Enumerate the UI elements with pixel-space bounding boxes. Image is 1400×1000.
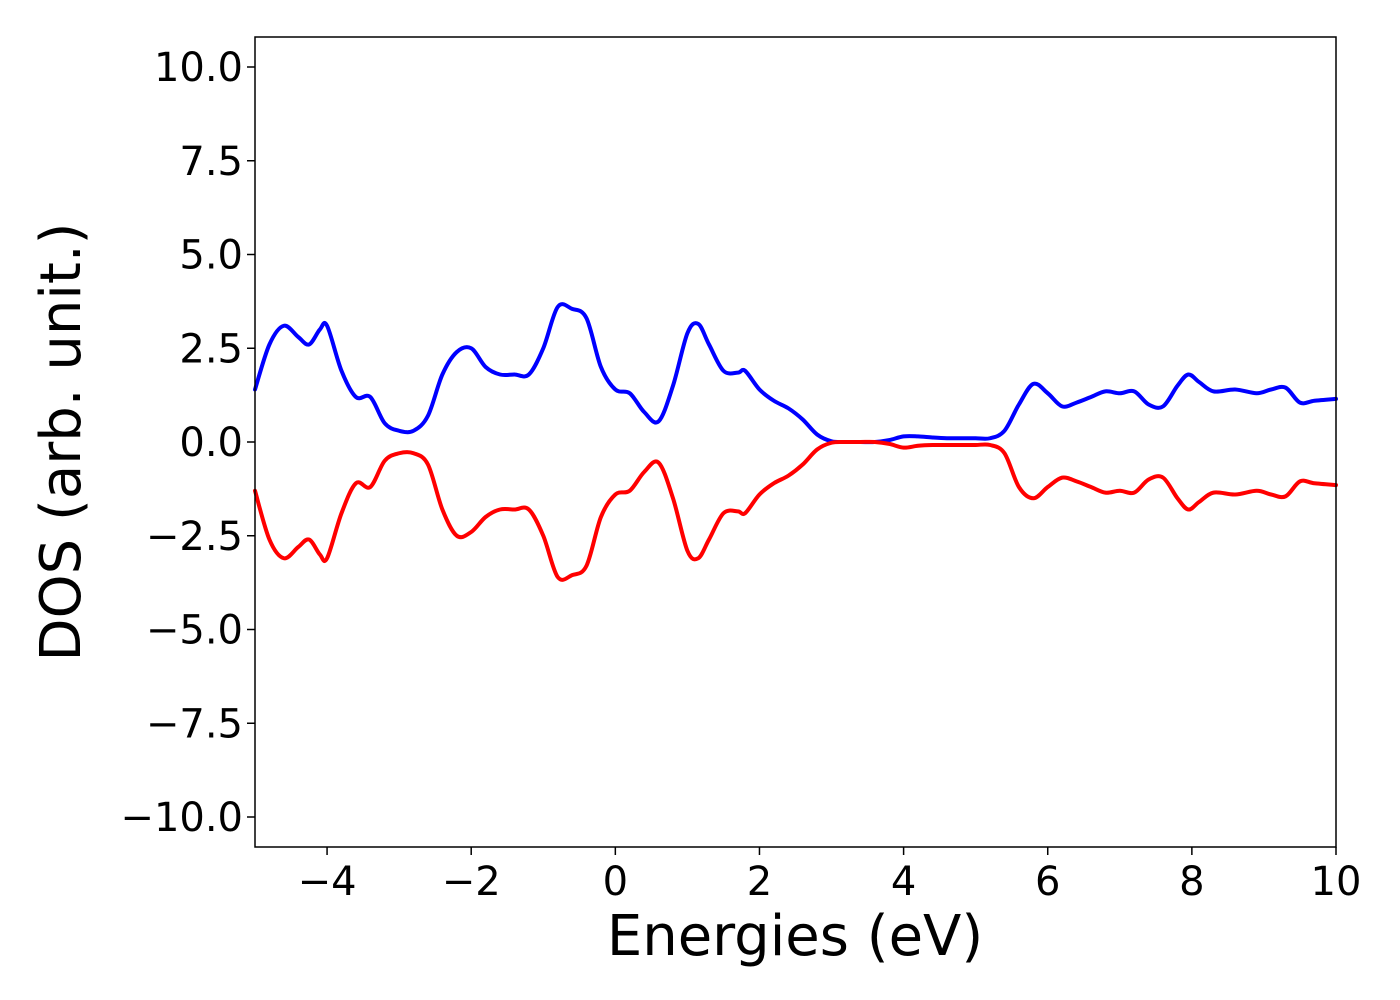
y-tick-label: 0.0 (179, 420, 243, 466)
y-tick-label: 7.5 (179, 139, 243, 185)
y-tick-label: −5.0 (146, 608, 243, 654)
x-axis-label: Energies (eV) (607, 904, 983, 969)
x-tick-label: 8 (1179, 859, 1204, 905)
y-axis: 10.0 7.5 5.0 2.5 0.0 −2.5 −5.0 −7.5 −10.0 (120, 45, 255, 841)
series-line-0 (253, 302, 1338, 445)
y-tick-label: 2.5 (179, 326, 243, 372)
y-tick-label: −2.5 (146, 514, 243, 560)
x-tick-label: 6 (1035, 859, 1060, 905)
x-tick-label: 4 (891, 859, 916, 905)
plot-frame (254, 36, 1337, 848)
y-tick-label: 5.0 (179, 233, 243, 279)
series-line-1 (253, 439, 1338, 582)
series-layer (253, 302, 1338, 582)
x-tick-label: −2 (442, 859, 501, 905)
y-tick-label: −10.0 (120, 795, 243, 841)
y-tick-label: 10.0 (154, 45, 243, 91)
x-tick-label: 10 (1311, 859, 1362, 905)
x-tick-label: 2 (747, 859, 772, 905)
y-tick-label: −7.5 (146, 701, 243, 747)
x-tick-label: −4 (298, 859, 357, 905)
y-axis-label: DOS (arb. unit.) (29, 222, 94, 661)
x-axis: −4 −2 0 2 4 6 8 10 (298, 847, 1362, 905)
x-tick-label: 0 (603, 859, 628, 905)
